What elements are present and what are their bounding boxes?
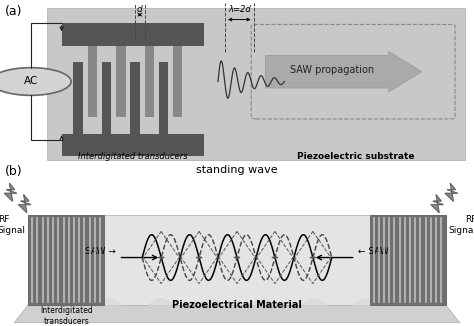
Circle shape	[0, 67, 71, 95]
Text: (b): (b)	[5, 165, 22, 178]
Bar	[130, 62, 140, 134]
Polygon shape	[431, 195, 443, 213]
Bar	[47, 8, 465, 160]
Bar	[116, 46, 126, 117]
Bar	[159, 62, 168, 134]
Text: Piezoelectric substrate: Piezoelectric substrate	[297, 152, 414, 161]
Circle shape	[196, 256, 202, 259]
Polygon shape	[28, 215, 446, 305]
Text: ← SAW: ← SAW	[358, 247, 389, 256]
Polygon shape	[370, 215, 446, 305]
Polygon shape	[4, 183, 17, 201]
Text: d: d	[137, 5, 143, 14]
Polygon shape	[28, 215, 104, 305]
Bar	[88, 46, 97, 117]
Text: SAW →: SAW →	[85, 247, 116, 256]
Text: (a): (a)	[5, 5, 22, 18]
Text: AC: AC	[24, 77, 38, 86]
Polygon shape	[18, 195, 31, 213]
Bar	[62, 134, 204, 156]
Bar	[145, 46, 154, 117]
Text: λ=2d: λ=2d	[228, 5, 251, 14]
Bar	[173, 46, 182, 117]
Circle shape	[272, 256, 278, 259]
Circle shape	[310, 256, 316, 259]
Text: SAW propagation: SAW propagation	[290, 65, 374, 75]
Circle shape	[234, 256, 240, 259]
Polygon shape	[445, 183, 457, 201]
FancyArrow shape	[265, 51, 422, 92]
Text: Interdigitated transducers: Interdigitated transducers	[78, 152, 188, 161]
Bar	[62, 23, 204, 46]
Text: RF
Signal: RF Signal	[448, 215, 474, 235]
Bar	[102, 62, 111, 134]
Text: Interdigitated
transducers: Interdigitated transducers	[40, 306, 93, 326]
Text: standing wave: standing wave	[196, 165, 278, 175]
Text: Piezoelectrical Material: Piezoelectrical Material	[172, 300, 302, 310]
Bar	[73, 62, 83, 134]
Circle shape	[158, 256, 164, 259]
Text: RF
Signal: RF Signal	[0, 215, 26, 235]
Polygon shape	[14, 305, 460, 323]
